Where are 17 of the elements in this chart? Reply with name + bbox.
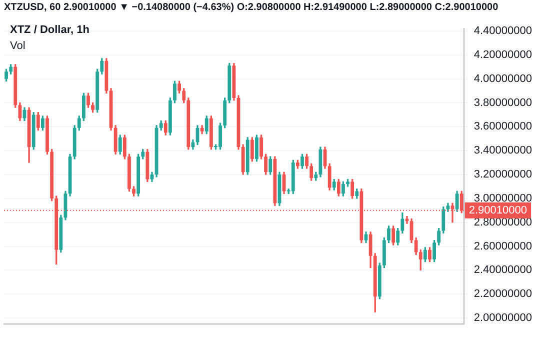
y-tick-label: 2.80000000 [474, 216, 532, 228]
ref-line-label: 2.90010000 [468, 204, 528, 216]
annotation: Vol [10, 40, 26, 52]
y-tick-label: 3.40000000 [474, 144, 532, 157]
y-tick-label: 3.20000000 [474, 168, 532, 181]
text: XTZUSD, 60 2.90010000 ▼ −0.14080000 (−4.63%) O:2.90800000 H:2.91490000 L:2.89000000 C:2.90010000 [4, 2, 498, 13]
y-tick-label: 2.20000000 [474, 288, 532, 300]
y-tick-label: 3.80000000 [474, 96, 532, 109]
y-tick-label: 3.60000000 [474, 120, 532, 133]
y-tick-label: 2.00000000 [474, 312, 532, 324]
y-tick-label: 4.40000000 [474, 25, 532, 38]
y-tick-label: 4.00000000 [474, 72, 532, 85]
y-tick-label: 2.40000000 [474, 264, 532, 276]
chart-title: XTZ / Dollar, 1h [10, 24, 90, 36]
y-tick-label: 4.20000000 [474, 48, 532, 61]
y-tick-label: 2.60000000 [474, 240, 532, 252]
y-tick-label: 3.00000000 [474, 192, 532, 204]
